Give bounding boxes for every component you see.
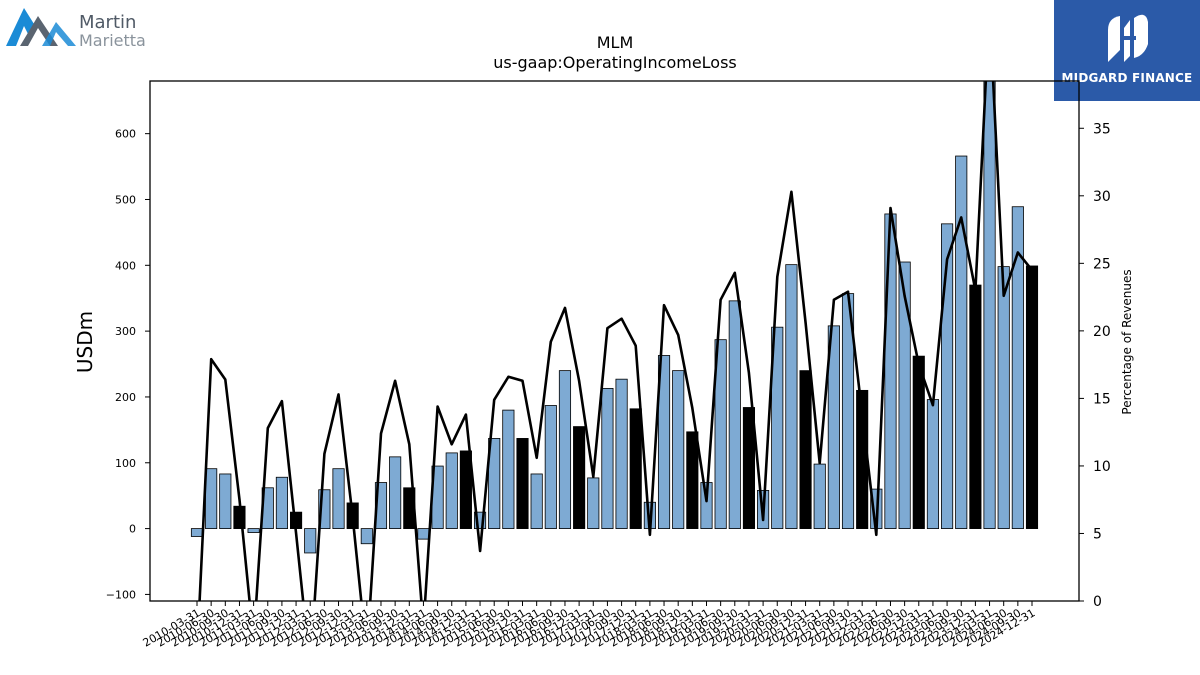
- bar-2012-03-31: [304, 528, 317, 554]
- bar-2012-09-30: [332, 468, 345, 529]
- y-tick-label: 300: [115, 325, 136, 338]
- bar-2024-06-30: [997, 266, 1010, 529]
- bar-2015-06-30: [488, 438, 501, 529]
- mountain-logo-icon: Martin Marietta: [6, 8, 146, 50]
- y-tick-label: 400: [115, 259, 136, 272]
- bar-2017-03-31: [587, 477, 600, 529]
- bar-2022-12-31: [912, 355, 925, 529]
- chart-subtitle: us-gaap:OperatingIncomeLoss: [493, 53, 737, 72]
- bar-2014-03-31: [417, 528, 430, 540]
- plot-frame: [149, 80, 1080, 602]
- chart-title: MLM: [597, 33, 634, 52]
- y2-tick-label: 25: [1093, 256, 1111, 272]
- y-axis-ticks: −100 0 100 200 300 400 500 600: [106, 128, 150, 601]
- bar-2022-06-30: [884, 213, 897, 529]
- y-tick-label: 600: [115, 128, 136, 141]
- bar-2023-03-31: [926, 399, 939, 529]
- bar-2018-12-31: [686, 431, 699, 529]
- pct-revenues-line: [198, 81, 1034, 601]
- bar-2015-03-31: [473, 511, 487, 529]
- y-axis-label: USDm: [73, 311, 97, 373]
- bar-2017-09-30: [615, 378, 628, 529]
- y-tick-label: 0: [129, 523, 136, 536]
- midgard-emblem-icon: [1108, 14, 1148, 62]
- y-tick-label: −100: [106, 588, 136, 601]
- bar-2014-09-30: [445, 452, 458, 529]
- y2-tick-label: 15: [1093, 391, 1111, 407]
- bar-2010-09-30: [219, 473, 232, 529]
- midgard-finance-logo: MIDGARD FINANCE: [1054, 0, 1200, 101]
- y2-tick-label: 20: [1093, 324, 1111, 340]
- midgard-finance-text: MIDGARD FINANCE: [1061, 71, 1193, 85]
- bar-2021-06-30: [827, 325, 840, 529]
- bar-2019-06-30: [714, 339, 727, 529]
- bar-2023-12-31: [969, 284, 982, 529]
- bar-2011-03-31: [247, 528, 260, 533]
- bar-2024-12-31: [1025, 265, 1039, 529]
- logo-line-2: Marietta: [79, 31, 146, 50]
- bar-2011-09-30: [275, 476, 288, 529]
- bar-2019-09-30: [728, 300, 741, 529]
- bar-2012-06-30: [318, 489, 331, 529]
- line-layer: [198, 81, 1034, 601]
- bar-2017-06-30: [601, 387, 614, 529]
- bar-2021-03-31: [813, 463, 826, 529]
- y2-axis-ticks: 0 5 10 15 20 25 30 35: [1079, 121, 1111, 610]
- bar-2015-09-30: [502, 409, 515, 529]
- y2-tick-label: 5: [1093, 526, 1102, 542]
- bar-2018-09-30: [672, 370, 685, 529]
- bars-layer: [190, 81, 1039, 554]
- y2-tick-label: 30: [1093, 189, 1111, 205]
- bar-2010-06-30: [205, 468, 218, 529]
- martin-marietta-logo: Martin Marietta: [6, 4, 166, 52]
- bar-2014-12-31: [459, 450, 472, 529]
- bar-2016-09-30: [558, 370, 572, 529]
- bar-2023-09-30: [955, 155, 968, 529]
- bar-2016-03-31: [530, 473, 543, 529]
- y-tick-label: 200: [115, 391, 136, 404]
- bar-2018-06-30: [657, 355, 671, 529]
- bar-2023-06-30: [941, 223, 954, 529]
- bar-2016-12-31: [573, 426, 586, 529]
- bar-2016-06-30: [544, 405, 557, 529]
- bar-2019-03-31: [700, 482, 713, 529]
- bar-2024-09-30: [1011, 206, 1024, 529]
- bar-2024-03-31: [983, 81, 996, 529]
- bar-2015-12-31: [516, 438, 529, 529]
- bar-2022-09-30: [898, 261, 911, 529]
- y2-tick-label: 10: [1093, 459, 1111, 475]
- y2-tick-label: 35: [1093, 121, 1111, 137]
- bar-2013-09-30: [389, 456, 402, 529]
- bar-2020-12-31: [799, 370, 812, 529]
- bar-2019-12-31: [742, 407, 756, 529]
- y2-axis-label: Percentage of Revenues: [1120, 269, 1134, 414]
- bar-2013-03-31: [360, 528, 373, 545]
- y-tick-label: 100: [115, 457, 136, 470]
- bar-2017-12-31: [629, 408, 642, 529]
- bar-2020-09-30: [785, 264, 798, 529]
- bar-2020-06-30: [771, 326, 784, 529]
- bar-2010-03-31: [190, 528, 204, 537]
- y2-tick-label: 0: [1093, 594, 1102, 610]
- x-axis-ticks: 2010-03-312010-06-302010-09-302010-12-31…: [141, 601, 1038, 650]
- logo-line-1: Martin: [79, 12, 136, 33]
- y-tick-label: 500: [115, 193, 136, 206]
